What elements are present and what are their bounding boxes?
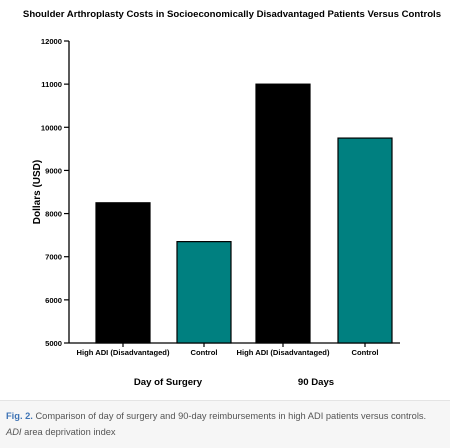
caption-label: Fig. 2.: [6, 411, 33, 421]
bars: [95, 83, 393, 344]
x-tick-labels: High ADI (Disadvantaged) Control High ADI …: [77, 343, 379, 357]
caption-text: Comparison of day of surgery and 90-day …: [32, 411, 427, 421]
x-tick-label: Control: [191, 348, 218, 357]
y-tick-label: 5000: [45, 339, 62, 348]
y-tick-label: 7000: [45, 253, 62, 262]
y-tick-label: 12000: [41, 37, 62, 46]
x-tick-label: High ADI (Disadvantaged): [237, 348, 330, 357]
figure-caption: Fig. 2. Comparison of day of surgery and…: [0, 400, 450, 448]
bar-chart: Shoulder Arthroplasty Costs in Socioecon…: [23, 9, 441, 388]
y-axis-label: Dollars (USD): [32, 160, 43, 224]
x-tick-label: Control: [352, 348, 379, 357]
y-tick-label: 10000: [41, 123, 62, 132]
y-tick-label: 8000: [45, 210, 62, 219]
bar: [255, 83, 311, 344]
bar: [95, 202, 151, 344]
y-tick-label: 9000: [45, 166, 62, 175]
caption-abbreviation: ADI: [6, 427, 22, 437]
group-label: 90 Days: [298, 377, 334, 388]
caption-abbreviation-text: area deprivation index: [21, 427, 116, 437]
y-tick-label: 11000: [41, 80, 62, 89]
x-tick-label: High ADI (Disadvantaged): [77, 348, 170, 357]
bar: [176, 241, 232, 344]
chart-title: Shoulder Arthroplasty Costs in Socioecon…: [23, 9, 441, 20]
group-labels: Day of Surgery 90 Days: [134, 377, 334, 388]
bar: [337, 137, 393, 344]
group-label: Day of Surgery: [134, 377, 203, 388]
y-tick-label: 6000: [45, 296, 62, 305]
